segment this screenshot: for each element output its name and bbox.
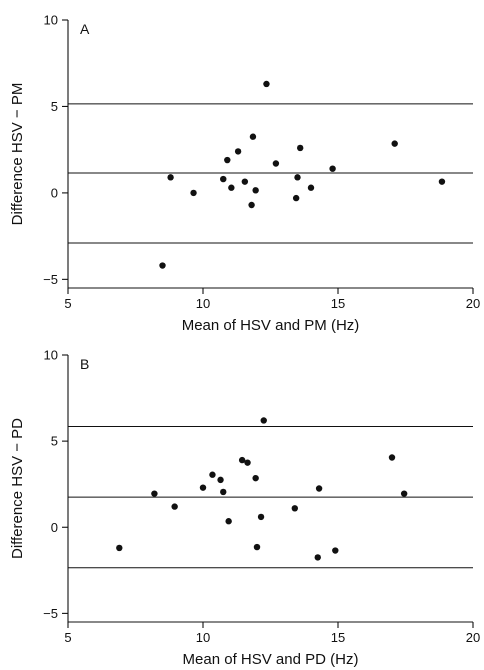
data-point (234, 148, 242, 155)
x-axis-label: Mean of HSV and PM (Hz) (182, 317, 360, 334)
data-point (248, 201, 255, 209)
data-point (224, 156, 231, 164)
data-point (307, 184, 315, 191)
y-tick-label: −5 (43, 272, 58, 287)
data-point (159, 262, 166, 269)
data-point (241, 178, 249, 185)
x-tick-label: 15 (331, 296, 345, 311)
data-point (228, 184, 235, 191)
x-tick-label: 5 (64, 630, 71, 645)
data-point (315, 485, 323, 492)
y-tick-label: 10 (44, 348, 58, 363)
data-point (400, 490, 408, 497)
x-tick-label: 20 (466, 630, 480, 645)
x-tick-label: 10 (196, 630, 210, 645)
data-point (238, 456, 246, 464)
data-point (292, 194, 300, 202)
y-tick-label: 0 (51, 520, 58, 535)
data-point (260, 417, 267, 424)
data-point (438, 178, 446, 185)
data-point (388, 454, 396, 461)
data-point (252, 187, 259, 194)
data-point (252, 474, 259, 482)
data-point (244, 459, 251, 466)
x-tick-label: 20 (466, 296, 480, 311)
y-tick-label: −5 (43, 606, 58, 621)
data-point (294, 174, 301, 181)
data-point (249, 133, 257, 140)
axes (67, 20, 473, 289)
x-tick-label: 5 (64, 296, 71, 311)
x-axis-label: Mean of HSV and PD (Hz) (183, 651, 359, 668)
data-point (190, 189, 197, 197)
data-point (151, 490, 158, 497)
data-point (220, 488, 227, 496)
data-point (263, 80, 270, 88)
y-axis-label: Difference HSV − PD (9, 418, 26, 559)
data-point (329, 165, 336, 172)
data-point (220, 175, 227, 183)
y-axis-label: Difference HSV − PM (9, 83, 26, 226)
data-point (217, 476, 224, 484)
axes (67, 355, 473, 623)
x-tick-label: 15 (331, 630, 345, 645)
panel-label: B (80, 356, 89, 372)
panel-b: −5 0 5 10 5 10 15 20 B Mean of HSV and PD (Hz) Dif… (9, 348, 480, 669)
data-point (257, 513, 265, 521)
data-point (253, 543, 261, 551)
data-point (167, 174, 174, 181)
panel-a: −5 0 5 10 5 10 15 20 A Mean of HSV and PM (Hz) Dif… (9, 13, 480, 335)
data-point (332, 547, 339, 554)
x-tick-label: 10 (196, 296, 210, 311)
data-point (391, 140, 398, 147)
data-point (171, 503, 178, 510)
panel-label: A (80, 21, 90, 37)
data-point (297, 144, 304, 152)
y-tick-label: 0 (51, 185, 58, 200)
y-tick-label: 5 (51, 434, 58, 449)
data-point (199, 484, 207, 491)
data-point (116, 544, 123, 552)
data-point (209, 471, 216, 478)
y-tick-label: 10 (44, 13, 58, 28)
data-point (272, 160, 280, 167)
data-point (225, 518, 232, 525)
y-tick-label: 5 (51, 99, 58, 114)
data-point (314, 554, 321, 561)
data-point (291, 505, 298, 512)
